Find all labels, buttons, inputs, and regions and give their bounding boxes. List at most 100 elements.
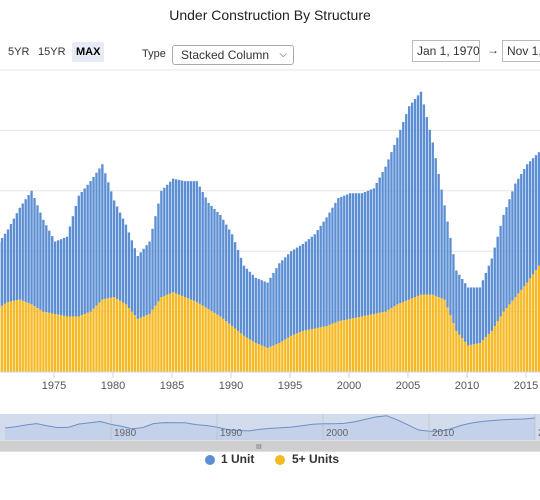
bar-5plus-units (157, 301, 160, 372)
bar-1-unit (121, 218, 125, 303)
bar-1-unit (478, 287, 482, 344)
bar-1-unit (354, 193, 358, 318)
bar-5plus-units (284, 339, 287, 372)
bar-1-unit (213, 208, 216, 313)
range-max-button[interactable]: MAX (72, 42, 105, 62)
bar-1-unit (328, 212, 331, 325)
bar-1-unit (528, 161, 532, 279)
bar-1-unit (464, 283, 467, 342)
bar-1-unit (151, 228, 154, 310)
bar-5plus-units (154, 305, 157, 372)
bar-5plus-units (357, 317, 361, 372)
bar-1-unit (416, 95, 420, 296)
bar-5plus-units (310, 329, 313, 372)
bar-1-unit (275, 268, 278, 345)
legend-1-unit[interactable]: 1 Unit (221, 452, 255, 466)
bar-1-unit (399, 129, 402, 304)
date-range-arrow: → (487, 43, 499, 57)
chart-title: Under Construction By Structure (169, 7, 371, 23)
bar-1-unit (219, 214, 222, 317)
bar-5plus-units (169, 293, 172, 372)
legend-5plus-units[interactable]: 5+ Units (292, 452, 340, 466)
bar-5plus-units (449, 315, 452, 372)
bar-1-unit (351, 193, 355, 319)
bar-1-unit (440, 189, 443, 299)
bar-1-unit (30, 190, 33, 305)
bar-1-unit (62, 237, 66, 316)
bar-5plus-units (517, 293, 520, 372)
bar-5plus-units (452, 323, 455, 372)
bar-5plus-units (334, 322, 337, 372)
bar-5plus-units (233, 328, 237, 372)
bar-5plus-units (490, 330, 493, 372)
bar-5plus-units (505, 307, 508, 372)
bar-5plus-units (428, 294, 431, 372)
bar-1-unit (396, 137, 399, 305)
bar-1-unit (266, 282, 269, 348)
bar-5plus-units (0, 305, 4, 372)
bar-5plus-units (172, 292, 175, 372)
bar-1-unit (475, 287, 479, 344)
bar-5plus-units (502, 311, 505, 372)
bar-5plus-units (266, 347, 269, 372)
bar-1-unit (248, 271, 252, 340)
bar-5plus-units (537, 265, 540, 372)
bar-1-unit (157, 203, 160, 302)
bar-1-unit (163, 187, 166, 296)
bar-5plus-units (39, 309, 42, 372)
bar-5plus-units (186, 298, 190, 372)
bar-5plus-units (354, 317, 358, 372)
bar-5plus-units (166, 294, 169, 372)
bar-1-unit (301, 243, 305, 331)
date-from-input[interactable]: Jan 1, 1970 (412, 40, 480, 62)
bar-1-unit (461, 278, 464, 339)
bar-1-unit (254, 277, 257, 344)
bar-5plus-units (95, 305, 98, 372)
bar-1-unit (42, 219, 45, 312)
bar-1-unit (113, 200, 116, 298)
bar-5plus-units (257, 344, 260, 372)
bar-5plus-units (493, 326, 496, 372)
bar-1-unit (393, 144, 396, 307)
bar-5plus-units (360, 316, 364, 372)
navigator-scrollbar-thumb[interactable] (0, 441, 540, 451)
bar-5plus-units (440, 298, 443, 372)
bar-5plus-units (487, 333, 490, 372)
bar-1-unit (222, 219, 225, 319)
bar-5plus-units (62, 315, 66, 372)
bar-1-unit (233, 242, 237, 329)
bar-5plus-units (195, 301, 198, 372)
bar-5plus-units (295, 333, 299, 372)
bar-5plus-units (236, 330, 240, 372)
bar-1-unit (272, 272, 275, 346)
bar-5plus-units (198, 303, 201, 372)
date-to-input[interactable]: Nov 1, 2020 (502, 40, 540, 62)
bar-1-unit (526, 164, 529, 283)
bar-5plus-units (384, 311, 387, 372)
chart-type-select[interactable]: Stacked Column ⌵ (172, 45, 294, 65)
bar-5plus-units (254, 343, 257, 372)
range-5yr-button[interactable]: 5YR (8, 46, 30, 58)
bar-5plus-units (467, 345, 470, 372)
bar-5plus-units (464, 341, 467, 372)
bar-1-unit (183, 181, 187, 298)
navigator-tick-label: 2000 (326, 428, 349, 439)
bar-5plus-units (77, 316, 80, 372)
x-tick-label: 2015 (514, 380, 538, 392)
bar-1-unit (169, 181, 172, 294)
bar-5plus-units (225, 321, 228, 372)
bar-1-unit (490, 258, 493, 331)
bar-5plus-units (21, 300, 24, 372)
bar-1-unit (27, 195, 30, 304)
bar-5plus-units (458, 334, 461, 372)
bar-1-unit (449, 237, 452, 316)
navigator-line (4, 415, 536, 432)
bar-5plus-units (278, 343, 281, 372)
bar-1-unit (142, 248, 145, 317)
range-15yr-button[interactable]: 15YR (38, 46, 66, 58)
bar-5plus-units (372, 314, 375, 372)
bar-1-unit (508, 199, 511, 305)
bar-5plus-units (396, 304, 399, 372)
bar-1-unit (452, 254, 455, 324)
bar-5plus-units (272, 345, 275, 372)
